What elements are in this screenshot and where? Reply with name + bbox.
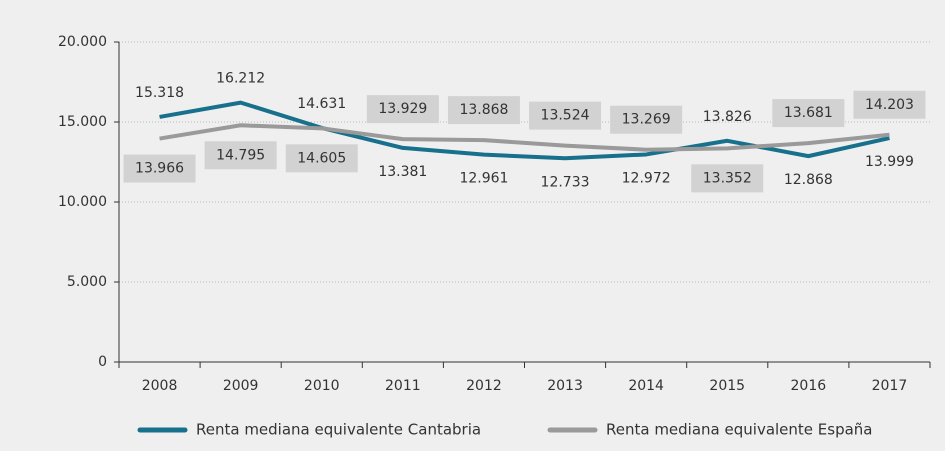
label-box [853,90,926,119]
data-label: 13.999 [865,154,914,170]
data-label: 12.972 [622,170,671,186]
data-label: 14.605 [297,150,346,166]
data-label: 13.966 [135,161,184,177]
legend-label: Renta mediana equivalente Cantabria [196,421,481,439]
data-label: 13.269 [622,112,671,128]
label-box [366,95,439,124]
data-label: 14.631 [297,96,346,112]
label-box [123,154,196,183]
label-box [529,101,602,130]
data-label: 12.868 [784,172,833,188]
label-box [204,141,277,170]
x-tick-label: 2016 [791,378,827,394]
data-label: 13.681 [784,105,833,121]
x-tick-label: 2015 [709,378,745,394]
label-box [772,99,845,128]
series-line [159,100,890,161]
data-label: 13.929 [378,101,427,117]
x-tick-label: 2010 [304,378,340,394]
data-label: 14.203 [865,97,914,113]
x-tick-label: 2011 [385,378,421,394]
y-tick-label: 15.000 [58,114,107,130]
data-label: 12.961 [459,171,508,187]
x-tick-label: 2013 [547,378,583,394]
data-label: 13.524 [541,108,590,124]
legend-label: Renta mediana equivalente España [606,421,873,439]
x-tick-label: 2012 [466,378,502,394]
label-box [610,105,683,134]
data-label: 14.795 [216,147,265,163]
data-label: 12.733 [541,174,590,190]
x-tick-label: 2014 [628,378,664,394]
label-box [447,96,520,125]
data-label: 13.826 [703,109,752,125]
data-label: 16.212 [216,71,265,87]
data-label: 13.381 [378,164,427,180]
data-label: 13.868 [459,102,508,118]
data-label: 15.318 [135,85,184,101]
y-tick-label: 20.000 [58,34,107,50]
x-tick-label: 2017 [872,378,908,394]
y-tick-label: 10.000 [58,194,107,210]
label-box [691,164,764,193]
y-tick-label: 5.000 [67,274,107,290]
x-tick-label: 2009 [223,378,259,394]
data-label: 13.352 [703,170,752,186]
label-box [285,144,358,173]
y-tick-label: 0 [98,354,107,370]
series-line [159,123,890,152]
x-tick-label: 2008 [142,378,178,394]
